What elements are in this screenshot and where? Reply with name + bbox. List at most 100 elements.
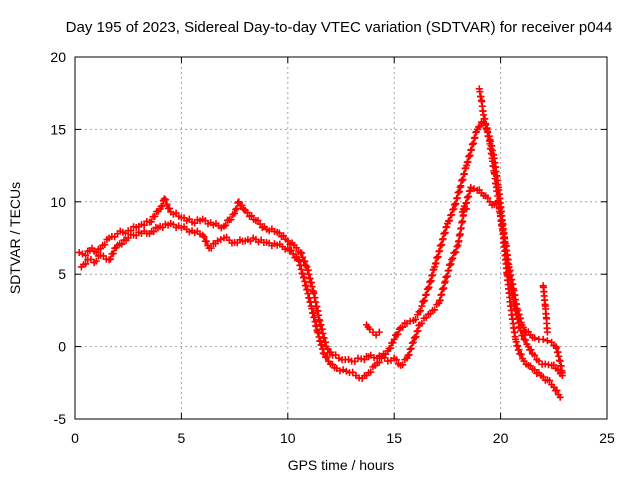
data-point-peak-strand (558, 369, 566, 377)
x-axis-label: GPS time / hours (288, 457, 395, 473)
data-point-lower-track (546, 377, 554, 385)
data-point-lower-track (418, 319, 426, 327)
data-point-lower-track (323, 353, 331, 361)
data-point-lower-track (408, 339, 416, 347)
x-tick-label: 0 (71, 430, 79, 446)
data-point-lower-track (207, 244, 215, 252)
data-point-lower-track (399, 361, 407, 369)
data-points (75, 85, 566, 401)
y-tick-label: 5 (58, 266, 66, 282)
data-point-upper-track (390, 335, 398, 343)
data-point-lower-track (409, 338, 417, 346)
data-point-lower-track (336, 367, 344, 375)
data-point-lower-track (412, 333, 420, 341)
data-point-lower-track (150, 228, 158, 236)
data-point-lower-track (484, 194, 492, 202)
y-axis-label: SDTVAR / TECUs (7, 182, 23, 294)
data-point-lower-track (106, 255, 114, 263)
data-point-lower-track (87, 255, 95, 263)
data-point-lower-track (392, 356, 400, 364)
data-point-upper-track (222, 221, 230, 229)
data-point-upper-track (163, 200, 171, 208)
data-point-lower-track (431, 306, 439, 314)
x-tick-label: 25 (599, 430, 615, 446)
data-point-peak-strand (531, 334, 539, 342)
data-point-lower-track (217, 235, 225, 243)
data-point-lower-track (203, 237, 211, 245)
data-point-upper-track (235, 198, 243, 206)
data-point-upper-track (275, 229, 283, 237)
data-point-upper-track (158, 202, 166, 210)
data-point-upper-track (280, 232, 288, 240)
data-point-isolated-points (543, 328, 551, 336)
data-point-lower-track (404, 352, 412, 360)
chart-title: Day 195 of 2023, Sidereal Day-to-day VTE… (66, 19, 613, 36)
data-point-lower-track (553, 386, 561, 394)
data-point-upper-track (519, 332, 527, 340)
data-point-lower-track (453, 243, 461, 251)
data-point-upper-track (386, 344, 394, 352)
data-point-upper-track (527, 346, 535, 354)
x-tick-label: 10 (280, 430, 296, 446)
data-point-lower-track (375, 358, 383, 366)
data-point-peak-strand (543, 337, 551, 345)
data-point-upper-track (416, 307, 424, 315)
data-point-upper-track (147, 218, 155, 226)
data-point-lower-track (556, 393, 564, 401)
data-point-upper-track (521, 336, 529, 344)
data-point-upper-track (233, 204, 241, 212)
grid (75, 57, 607, 419)
data-point-upper-track (78, 250, 86, 258)
data-point-lower-track (448, 256, 456, 264)
data-point-upper-track (151, 212, 159, 220)
data-point-upper-track (82, 251, 90, 259)
data-point-lower-track (342, 367, 350, 375)
data-point-upper-track (254, 217, 262, 225)
data-point-lower-track (200, 233, 208, 241)
data-point-lower-track (381, 354, 389, 362)
data-point-lower-track (517, 350, 525, 358)
data-point-upper-track (448, 211, 456, 219)
data-point-lower-track (405, 351, 413, 359)
data-point-lower-track (406, 345, 414, 353)
data-point-upper-track (399, 323, 407, 331)
data-point-lower-track (407, 344, 415, 352)
data-point-upper-track (298, 249, 306, 257)
data-point-upper-track (421, 296, 429, 304)
x-tick-label: 5 (178, 430, 186, 446)
data-point-peak-strand (519, 323, 527, 331)
data-point-lower-track (92, 257, 100, 265)
y-tick-label: 15 (50, 121, 66, 137)
data-point-upper-track (394, 330, 402, 338)
data-point-upper-track (535, 357, 543, 365)
data-point-upper-track (243, 209, 251, 217)
y-tick-label: -5 (54, 411, 67, 427)
data-point-upper-track (75, 248, 83, 256)
x-tick-label: 20 (493, 430, 509, 446)
y-tick-label: 10 (50, 194, 66, 210)
data-point-upper-track (231, 209, 239, 217)
data-point-isolated-points (375, 328, 383, 336)
data-point-upper-track (256, 220, 264, 228)
data-point-upper-track (140, 221, 148, 229)
data-point-upper-track (389, 339, 397, 347)
data-point-upper-track (238, 201, 246, 209)
data-point-lower-track (414, 327, 422, 335)
data-point-lower-track (287, 246, 295, 254)
data-point-upper-track (422, 291, 430, 299)
data-point-lower-track (214, 237, 222, 245)
data-point-upper-track (554, 366, 562, 374)
data-point-upper-track (248, 212, 256, 220)
data-point-lower-track (349, 368, 357, 376)
data-point-lower-track (339, 366, 347, 374)
y-tick-label: 20 (50, 49, 66, 65)
data-point-lower-track (118, 240, 126, 248)
data-point-lower-track (531, 366, 539, 374)
data-point-lower-track (289, 250, 297, 258)
plot-frame (74, 56, 608, 420)
data-point-lower-track (109, 249, 117, 257)
x-tick-label: 15 (386, 430, 402, 446)
data-point-lower-track (367, 368, 375, 376)
